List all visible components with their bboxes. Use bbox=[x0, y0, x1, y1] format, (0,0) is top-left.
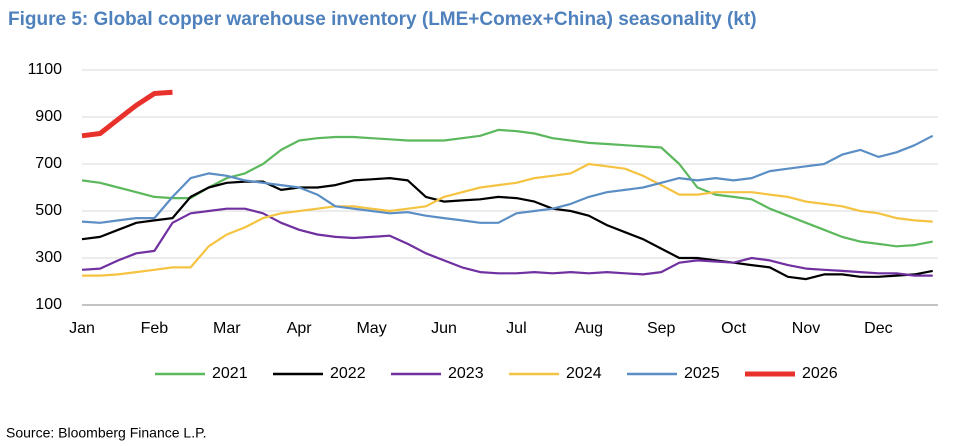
chart-title: Figure 5: Global copper warehouse invent… bbox=[8, 9, 757, 30]
source: Source: Bloomberg Finance L.P. bbox=[6, 425, 207, 441]
y-tick-label: 500 bbox=[35, 202, 62, 219]
x-tick-label: Nov bbox=[792, 320, 820, 337]
x-tick-label: Oct bbox=[721, 320, 746, 337]
series-line bbox=[81, 207, 933, 277]
legend-label: 2021 bbox=[212, 365, 248, 382]
y-tick-label: 300 bbox=[35, 249, 62, 266]
x-tick-label: Jul bbox=[506, 320, 526, 337]
x-tick-label: Mar bbox=[213, 320, 241, 337]
x-tick-label: Apr bbox=[287, 320, 313, 337]
series-line bbox=[81, 177, 933, 281]
series-line bbox=[81, 128, 933, 248]
series-line bbox=[81, 89, 173, 139]
x-tick-label: Sep bbox=[647, 320, 676, 337]
legend-label: 2022 bbox=[330, 365, 366, 382]
series-line bbox=[81, 134, 934, 224]
legend-label: 2026 bbox=[802, 365, 838, 382]
x-tick-label: Feb bbox=[141, 320, 169, 337]
y-tick-label: 1100 bbox=[28, 61, 63, 78]
x-tick-label: Dec bbox=[864, 320, 892, 337]
y-tick-label: 100 bbox=[35, 296, 62, 313]
legend-label: 2023 bbox=[448, 365, 484, 382]
y-tick-label: 700 bbox=[35, 155, 62, 172]
x-tick-label: May bbox=[356, 320, 386, 337]
y-tick-label: 900 bbox=[35, 108, 62, 125]
series-line bbox=[82, 162, 933, 277]
legend-label: 2025 bbox=[684, 365, 720, 382]
x-tick-label: Aug bbox=[575, 320, 603, 337]
x-tick-label: Jan bbox=[69, 320, 95, 337]
legend-label: 2024 bbox=[566, 365, 602, 382]
x-tick-label: Jun bbox=[431, 320, 457, 337]
